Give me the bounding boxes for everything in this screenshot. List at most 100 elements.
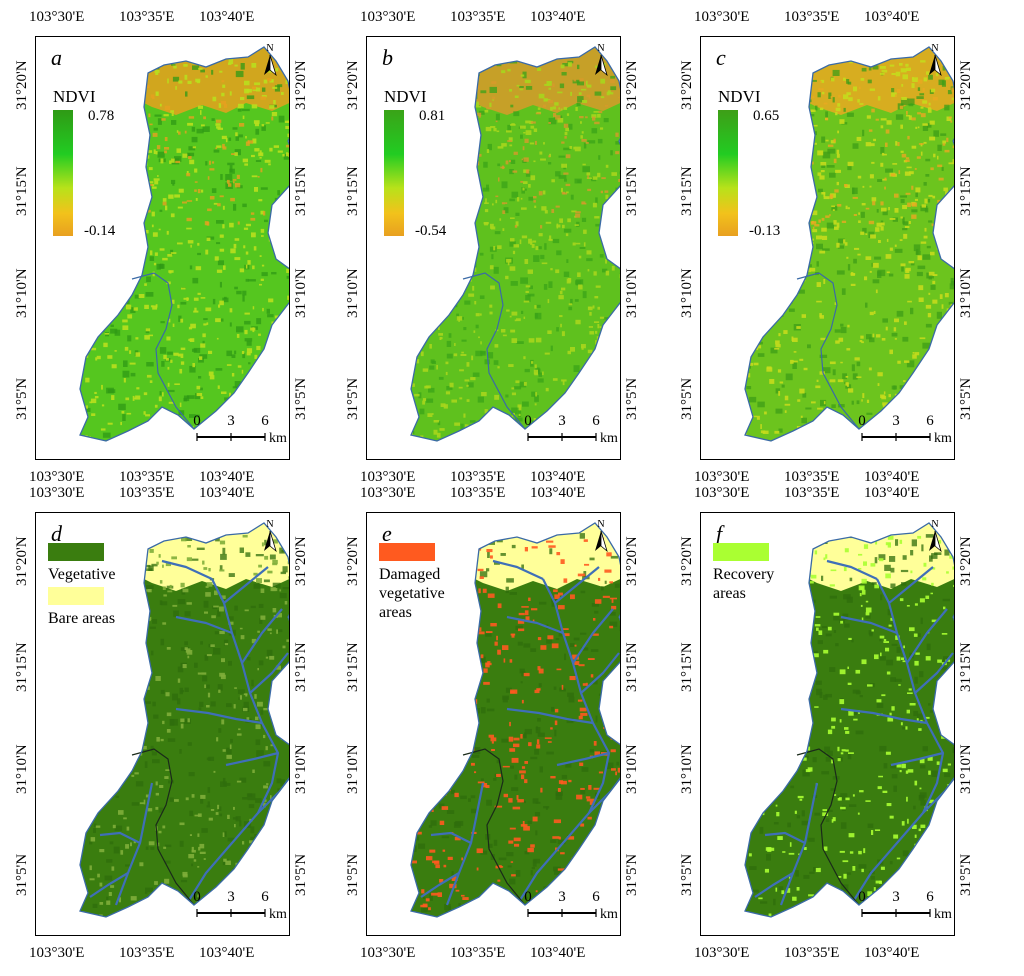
texture-patch <box>932 96 938 101</box>
texture-patch <box>423 207 427 210</box>
texture-patch <box>430 67 434 73</box>
texture-patch <box>258 603 264 608</box>
texture-patch <box>411 59 412 63</box>
texture-patch <box>605 762 614 769</box>
texture-patch <box>862 129 865 137</box>
texture-patch <box>752 889 759 893</box>
texture-patch <box>937 144 942 151</box>
texture-patch <box>839 119 845 124</box>
texture-patch <box>524 138 529 143</box>
texture-patch <box>913 244 921 252</box>
texture-patch <box>252 138 257 144</box>
texture-patch <box>932 274 938 276</box>
texture-patch <box>534 403 537 406</box>
texture-patch <box>886 803 892 807</box>
texture-patch <box>531 361 534 364</box>
longitude-tick-label: 103°30'E <box>29 469 85 485</box>
texture-patch <box>508 736 514 742</box>
texture-patch <box>132 553 135 558</box>
texture-patch <box>748 853 752 857</box>
texture-patch <box>754 307 759 315</box>
latitude-tick-label: 31°15'N <box>624 166 640 216</box>
texture-patch <box>156 145 161 150</box>
texture-patch <box>877 383 880 386</box>
texture-patch <box>486 568 490 572</box>
texture-patch <box>233 243 237 249</box>
texture-patch <box>558 836 561 840</box>
texture-patch <box>802 175 809 180</box>
texture-patch <box>93 176 101 184</box>
texture-patch <box>596 336 599 342</box>
texture-patch <box>525 896 528 904</box>
texture-patch <box>228 621 234 625</box>
texture-patch <box>441 806 449 810</box>
texture-patch <box>152 132 158 137</box>
texture-patch <box>477 396 484 403</box>
legend-title: NDVI <box>718 87 761 106</box>
texture-patch <box>925 534 934 538</box>
texture-patch <box>83 79 88 84</box>
texture-patch <box>811 401 816 404</box>
texture-patch <box>83 673 86 679</box>
texture-patch <box>107 422 113 425</box>
scale-tick-label: 0 <box>193 889 201 905</box>
texture-patch <box>80 356 84 361</box>
texture-patch <box>458 386 463 389</box>
texture-patch <box>891 73 896 75</box>
texture-patch <box>229 744 232 750</box>
texture-patch <box>748 752 754 755</box>
texture-patch <box>775 679 779 683</box>
texture-patch <box>585 383 589 387</box>
texture-patch <box>745 537 750 542</box>
texture-patch <box>180 347 186 350</box>
texture-patch <box>435 771 440 775</box>
texture-patch <box>840 439 847 441</box>
texture-patch <box>270 795 272 800</box>
texture-patch <box>451 106 457 109</box>
texture-patch <box>798 660 804 666</box>
texture-patch <box>180 879 188 883</box>
texture-patch <box>812 429 818 436</box>
texture-patch <box>801 660 808 666</box>
texture-patch <box>133 93 139 97</box>
texture-patch <box>219 281 222 288</box>
map-raster <box>79 46 289 442</box>
texture-patch <box>546 751 554 755</box>
texture-patch <box>847 207 850 210</box>
texture-patch <box>618 799 620 802</box>
texture-patch <box>200 69 205 73</box>
texture-patch <box>599 362 608 367</box>
texture-patch <box>595 197 598 204</box>
texture-patch <box>821 91 825 95</box>
longitude-tick-label: 103°35'E <box>784 469 840 485</box>
texture-patch <box>508 137 513 142</box>
texture-patch <box>923 235 928 239</box>
texture-patch <box>407 402 410 407</box>
texture-patch <box>510 861 514 863</box>
texture-patch <box>591 128 598 134</box>
texture-patch <box>775 729 778 734</box>
texture-patch <box>237 365 242 368</box>
texture-patch <box>883 763 888 769</box>
texture-patch <box>470 795 476 799</box>
texture-patch <box>810 267 816 272</box>
texture-patch <box>197 105 203 109</box>
texture-patch <box>808 599 816 603</box>
texture-patch <box>103 83 106 88</box>
texture-patch <box>247 793 256 801</box>
texture-patch <box>199 354 208 359</box>
texture-patch <box>754 793 759 798</box>
texture-patch <box>280 571 286 575</box>
texture-patch <box>433 64 439 67</box>
texture-patch <box>187 545 191 548</box>
texture-patch <box>472 559 477 566</box>
texture-patch <box>833 220 837 225</box>
texture-patch <box>473 153 476 157</box>
texture-patch <box>848 388 854 393</box>
texture-patch <box>865 142 872 147</box>
texture-patch <box>91 667 96 669</box>
texture-patch <box>584 563 590 566</box>
texture-patch <box>229 222 234 228</box>
texture-patch <box>279 855 282 858</box>
texture-patch <box>252 383 258 388</box>
